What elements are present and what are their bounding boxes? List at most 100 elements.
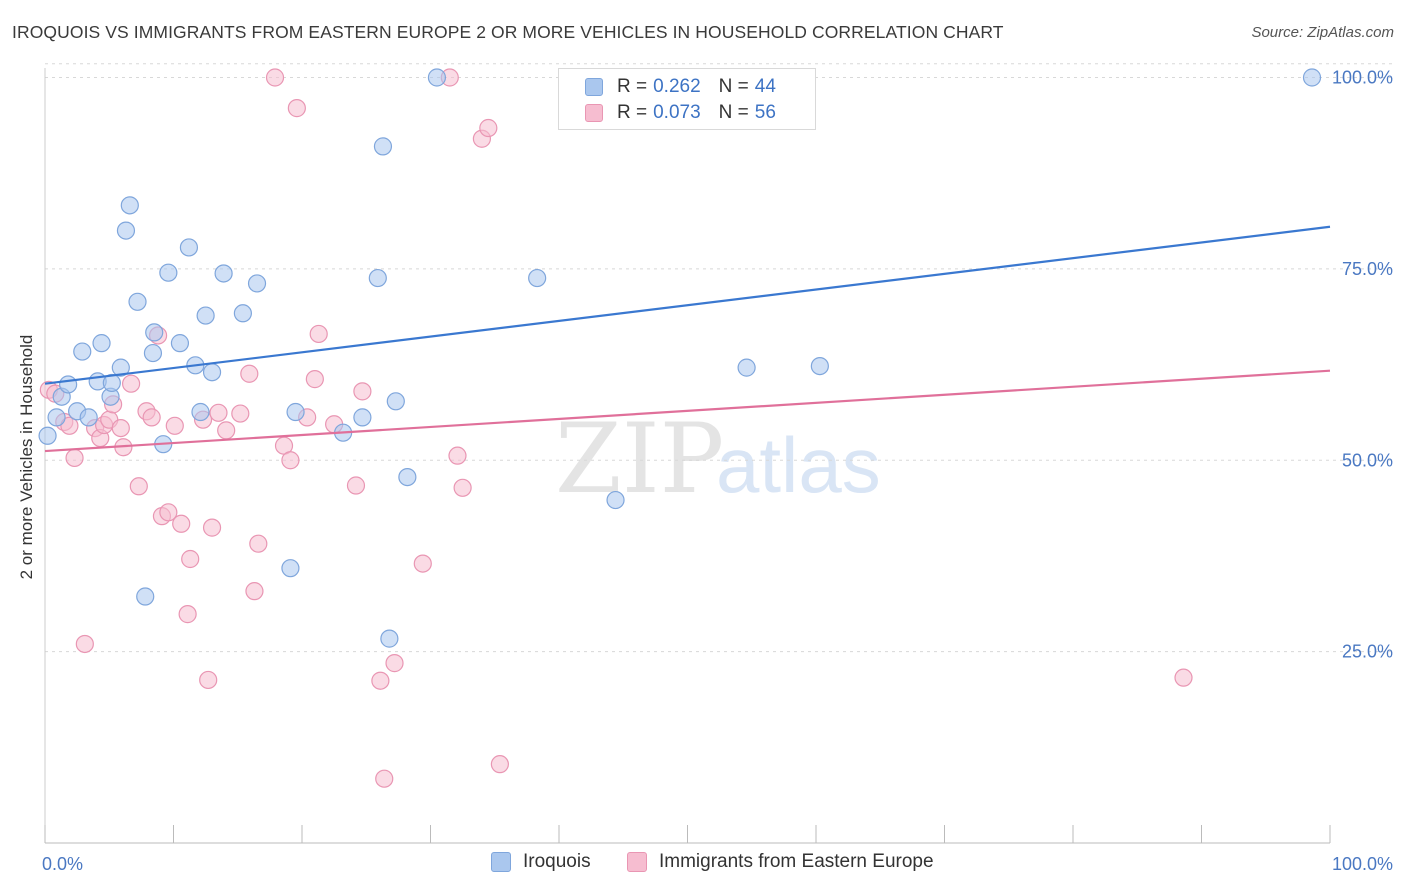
r-value: 0.073	[653, 102, 701, 123]
legend-swatch-immigrants	[585, 104, 603, 122]
point-immigrants	[375, 769, 394, 788]
point-immigrants	[178, 605, 197, 624]
point-iroquois	[179, 238, 199, 257]
point-iroquois	[1302, 68, 1322, 87]
point-iroquois	[159, 263, 178, 282]
source-credit: Source: ZipAtlas.com	[1251, 24, 1394, 41]
legend-item-immigrants: Immigrants from Eastern Europe	[627, 851, 934, 873]
point-immigrants	[353, 382, 372, 401]
trendline-immigrants	[44, 369, 1331, 453]
point-iroquois	[398, 467, 417, 487]
point-immigrants	[453, 478, 472, 497]
point-iroquois	[368, 268, 387, 288]
point-iroquois	[128, 292, 147, 311]
point-immigrants	[413, 554, 432, 573]
point-immigrants	[199, 670, 218, 690]
point-iroquois	[233, 304, 252, 323]
gridlines	[45, 63, 1392, 653]
legend-row-immigrants: R = 0.073 N = 56	[585, 100, 776, 126]
point-iroquois	[202, 363, 222, 382]
legend-swatch-iroquois	[491, 852, 511, 872]
legend-swatch-iroquois	[585, 78, 603, 96]
point-iroquois	[196, 306, 215, 325]
point-immigrants	[346, 476, 366, 495]
point-immigrants	[202, 518, 222, 537]
point-immigrants	[111, 418, 130, 438]
point-immigrants	[371, 671, 390, 690]
watermark-atlas: atlas	[716, 421, 881, 509]
series-immigrants-points	[39, 68, 1193, 788]
point-immigrants	[249, 534, 268, 553]
point-iroquois	[810, 356, 829, 376]
point-iroquois	[427, 68, 447, 87]
r-value: 0.262	[653, 76, 701, 97]
point-iroquois	[386, 392, 405, 411]
legend-item-iroquois: Iroquois	[491, 851, 591, 873]
point-iroquois	[214, 264, 233, 283]
point-immigrants	[231, 404, 250, 423]
point-immigrants	[172, 514, 191, 533]
point-iroquois	[111, 358, 130, 377]
legend-swatch-immigrants	[627, 852, 647, 872]
tick-labels: 25.0% 50.0% 75.0% 100.0% 0.0% 100.0%	[42, 68, 1393, 875]
point-iroquois	[737, 358, 756, 377]
point-immigrants	[265, 68, 285, 87]
point-immigrants	[479, 118, 498, 138]
point-iroquois	[281, 559, 300, 578]
point-immigrants	[245, 582, 264, 601]
point-immigrants	[209, 403, 228, 422]
point-iroquois	[47, 408, 66, 427]
point-immigrants	[240, 364, 259, 383]
point-immigrants	[281, 451, 300, 470]
source-text: Source: ZipAtlas.com	[1251, 24, 1394, 41]
point-immigrants	[165, 416, 184, 435]
point-immigrants	[159, 503, 178, 522]
point-immigrants	[1174, 668, 1193, 687]
trend-lines	[44, 225, 1331, 453]
point-iroquois	[528, 268, 547, 288]
r-label: R =	[617, 102, 648, 123]
point-immigrants	[217, 421, 236, 440]
point-immigrants	[121, 374, 141, 393]
x-tick-label-min: 0.0%	[42, 854, 83, 874]
point-immigrants	[448, 446, 467, 465]
y-tick-label: 100.0%	[1332, 68, 1393, 88]
point-iroquois	[145, 323, 164, 342]
series-legend: Iroquois Immigrants from Eastern Europe	[0, 851, 1406, 877]
point-iroquois	[59, 375, 78, 394]
point-immigrants	[142, 408, 161, 427]
point-immigrants	[385, 654, 404, 673]
point-immigrants	[65, 448, 84, 468]
point-iroquois	[116, 221, 136, 240]
point-iroquois	[136, 587, 155, 606]
point-iroquois	[191, 402, 210, 422]
n-label: N =	[718, 76, 749, 97]
x-tick-label-max: 100.0%	[1332, 854, 1393, 874]
n-value: 56	[754, 102, 776, 123]
point-iroquois	[247, 274, 267, 293]
point-iroquois	[170, 334, 190, 353]
r-label: R =	[617, 76, 648, 97]
point-iroquois	[120, 196, 139, 215]
point-iroquois	[286, 402, 305, 422]
y-tick-label: 25.0%	[1342, 642, 1393, 662]
point-immigrants	[309, 324, 328, 344]
axes	[44, 68, 1331, 844]
point-iroquois	[38, 426, 57, 445]
n-value: 44	[754, 76, 776, 97]
trendline-iroquois	[44, 225, 1331, 385]
series-iroquois-points	[38, 68, 1322, 648]
point-iroquois	[380, 629, 399, 648]
point-iroquois	[92, 334, 111, 353]
watermark-zip: ZIP	[555, 403, 724, 515]
point-iroquois	[73, 342, 92, 361]
point-iroquois	[353, 408, 372, 427]
point-iroquois	[143, 343, 163, 363]
point-immigrants	[60, 416, 79, 435]
correlation-legend: R = 0.262 N = 44 R = 0.073 N = 56	[558, 68, 816, 130]
y-tick-label: 50.0%	[1342, 450, 1393, 470]
point-immigrants	[287, 99, 306, 118]
chart-title: IROQUOIS VS IMMIGRANTS FROM EASTERN EURO…	[12, 22, 1004, 42]
